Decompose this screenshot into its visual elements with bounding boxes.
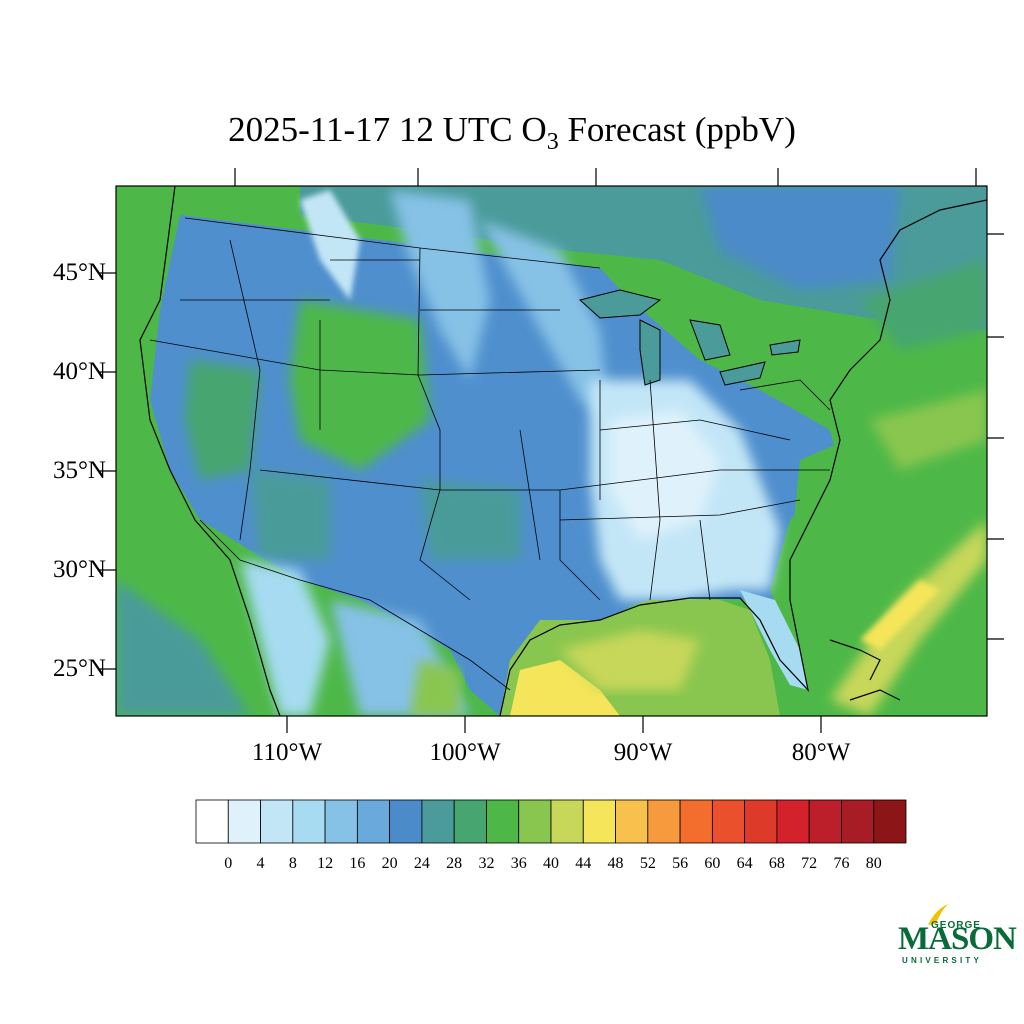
colorbar-swatch bbox=[389, 799, 423, 844]
rockies-green bbox=[290, 300, 430, 470]
colorbar-tick-label: 52 bbox=[639, 855, 656, 872]
colorbar-swatch bbox=[744, 799, 778, 844]
colorbar-tick-label: 44 bbox=[575, 855, 592, 872]
colorbar-tick-label: 12 bbox=[317, 855, 334, 872]
colorbar-swatch bbox=[227, 799, 261, 844]
gmu-logo: GEORGE MASON UNIVERSITY bbox=[898, 902, 1017, 968]
logo-mason-text: MASON bbox=[898, 921, 1017, 957]
colorbar-tick-label: 0 bbox=[224, 855, 233, 872]
gulf-high-field bbox=[510, 660, 620, 716]
colorbar-tick-label: 40 bbox=[543, 855, 559, 872]
lat-label-40: 40°N bbox=[52, 358, 106, 385]
colorbar-swatch bbox=[808, 799, 842, 844]
colorbar-swatch bbox=[582, 799, 616, 844]
lon-label-100w: 100°W bbox=[429, 739, 501, 766]
colorbar-tick-label: 68 bbox=[768, 855, 785, 872]
logo-swoosh-icon bbox=[928, 904, 948, 925]
colorbar-tick-label: 8 bbox=[288, 855, 297, 872]
colorbar-tick-label: 4 bbox=[256, 855, 265, 872]
colorbar-swatch bbox=[292, 799, 326, 844]
colorbar-tick-label: 28 bbox=[446, 855, 463, 872]
colorbar-tick-label: 16 bbox=[349, 855, 366, 872]
lon-label-80w: 80°W bbox=[791, 739, 851, 766]
right-ticks bbox=[987, 233, 1004, 640]
colorbar-swatch bbox=[260, 799, 294, 844]
colorbar-swatch bbox=[324, 799, 358, 844]
lake-superior bbox=[578, 289, 662, 319]
colorbar-tick-label: 36 bbox=[510, 855, 527, 872]
colorbar-swatch bbox=[550, 799, 584, 844]
lake-huron bbox=[689, 319, 731, 361]
top-ticks bbox=[234, 168, 977, 186]
colorbar-swatch bbox=[776, 799, 810, 844]
colorbar-tick-label: 60 bbox=[704, 855, 721, 872]
colorbar-tick-label: 80 bbox=[865, 855, 882, 872]
colorbar-tick-label: 48 bbox=[607, 855, 624, 872]
lake-michigan bbox=[639, 319, 661, 386]
colorbar-swatch bbox=[195, 799, 229, 844]
colorbar-swatch bbox=[679, 799, 713, 844]
lat-label-25: 25°N bbox=[52, 655, 106, 682]
colorbar-swatch bbox=[421, 799, 455, 844]
coastlines bbox=[139, 186, 987, 716]
map-frame bbox=[115, 185, 988, 717]
lat-label-45: 45°N bbox=[52, 259, 106, 286]
lon-label-90w: 90°W bbox=[613, 739, 673, 766]
logo-george-text: GEORGE bbox=[931, 920, 981, 931]
colorbar-tick-label: 32 bbox=[478, 855, 495, 872]
colorbar-tick-label: 56 bbox=[672, 855, 689, 872]
colorbar-swatch bbox=[486, 799, 520, 844]
page-title: 2025-11-17 12 UTC O3 Forecast (ppbV) bbox=[228, 110, 796, 155]
map-field bbox=[116, 186, 987, 716]
colorbar-swatch bbox=[615, 799, 649, 844]
colorbar-tick-label: 24 bbox=[413, 855, 430, 872]
pacific-field bbox=[116, 186, 260, 716]
colorbar-swatch bbox=[518, 799, 552, 844]
colorbar-tick-label: 20 bbox=[381, 855, 398, 872]
colorbar-swatch bbox=[841, 799, 875, 844]
bottom-ticks bbox=[286, 716, 822, 733]
lon-label-110w: 110°W bbox=[251, 739, 323, 766]
colorbar-tick-label: 72 bbox=[801, 855, 818, 872]
logo-university-text: UNIVERSITY bbox=[902, 956, 983, 965]
border-lines bbox=[149, 217, 831, 691]
lat-label-35: 35°N bbox=[52, 457, 106, 484]
colorbar-swatch bbox=[647, 799, 681, 844]
lat-label-30: 30°N bbox=[52, 556, 106, 583]
colorbar-swatch bbox=[453, 799, 487, 844]
colorbar-tick-label: 76 bbox=[833, 855, 850, 872]
colorbar-swatch bbox=[711, 799, 746, 844]
colorbar-tick-label: 64 bbox=[736, 855, 753, 872]
colorbar-swatch bbox=[873, 799, 907, 844]
colorbar bbox=[195, 799, 907, 844]
colorbar-swatch bbox=[356, 799, 391, 844]
lake-ontario bbox=[769, 339, 801, 356]
left-ticks bbox=[99, 272, 116, 670]
lake-erie bbox=[719, 361, 766, 386]
